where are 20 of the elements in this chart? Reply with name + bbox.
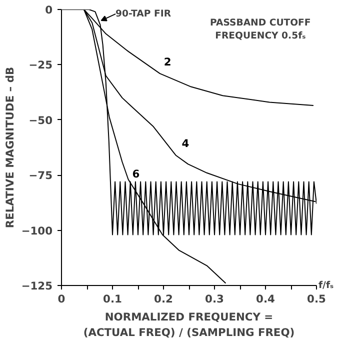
x-tick-label: 0.4 — [256, 292, 275, 306]
x-tick-label: 0.3 — [205, 292, 224, 306]
text: f/fₛ — [318, 280, 334, 291]
text: PASSBAND CUTOFF FREQUENCY 0.5fₛ — [210, 18, 311, 42]
y-tick-label: 0 — [45, 4, 53, 16]
series-label: 6 — [132, 168, 140, 181]
y-tick-label: −75 — [28, 169, 53, 182]
y-tick-label: −100 — [21, 224, 53, 238]
x-tick-label: 0.5 — [307, 292, 326, 306]
x-axis-title: NORMALIZED FREQUENCY = (ACTUAL FREQ) / (SAMPLING FREQ) — [83, 310, 295, 340]
legend-label: 90-TAP FIR — [116, 8, 172, 20]
x-tick-label: 0.2 — [154, 292, 173, 306]
series-label: 4 — [182, 137, 190, 150]
y-tick-label: −125 — [21, 280, 53, 292]
x-tick-label: 0 — [58, 292, 66, 306]
series-label: 2 — [164, 56, 172, 69]
y-tick-label: −25 — [28, 58, 53, 72]
x-tick-label: 0.1 — [103, 292, 122, 306]
y-axis-title: RELATIVE MAGNITUDE – dB — [3, 66, 16, 228]
y-tick-label: −50 — [28, 114, 53, 127]
